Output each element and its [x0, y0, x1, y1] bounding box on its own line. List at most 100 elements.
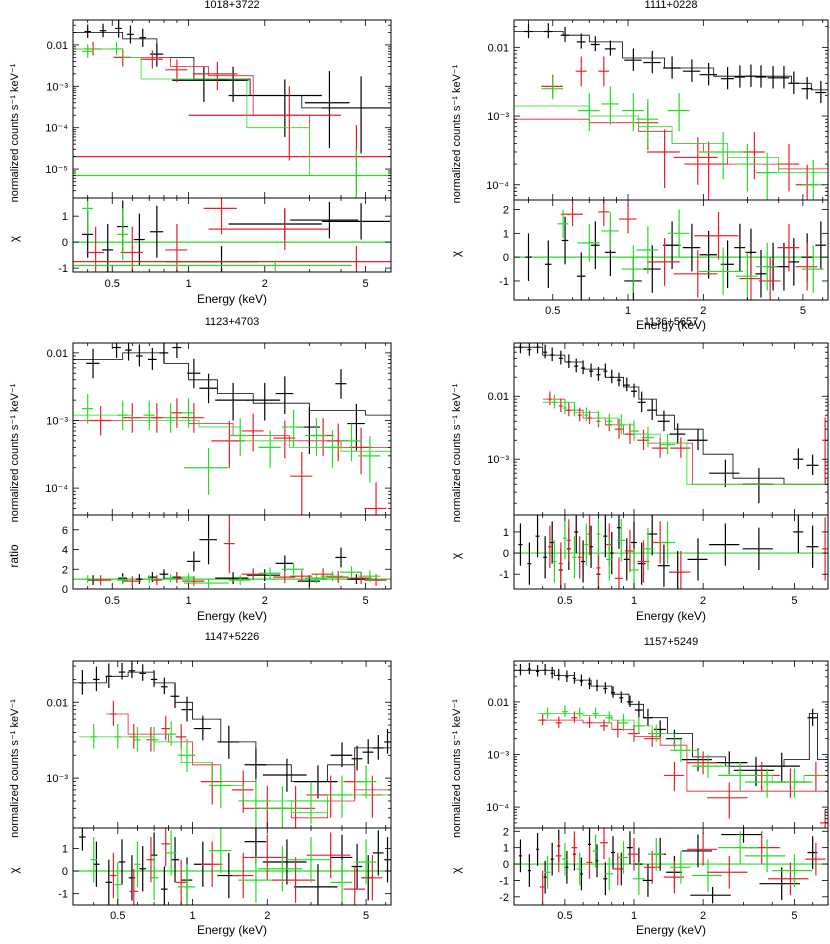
- residual-series-green: [557, 209, 824, 300]
- residual-point-black: [347, 574, 365, 585]
- residual-point-red: [182, 576, 205, 587]
- residual-point-green: [181, 573, 195, 582]
- residual-point-red: [243, 834, 287, 881]
- data-point-red: [822, 417, 828, 485]
- residual-point-red: [223, 515, 235, 574]
- residual-point-green: [258, 567, 281, 580]
- data-point-black: [215, 66, 249, 102]
- data-point-black: [557, 669, 561, 681]
- residual-point-red: [707, 855, 748, 889]
- residual-point-red: [566, 519, 571, 562]
- data-point-green: [258, 430, 281, 468]
- data-point-green: [164, 403, 176, 433]
- y-axis-label: normalized counts s⁻¹ keV⁻¹: [451, 699, 463, 838]
- residual-point-green: [228, 575, 251, 586]
- residual-tick-label: 2: [503, 826, 509, 838]
- y-tick-label: 10⁻³: [487, 111, 509, 123]
- data-point-black: [125, 343, 132, 361]
- panel-title: 1018+3722: [204, 0, 259, 11]
- data-point-green: [286, 781, 331, 824]
- data-point-black: [634, 701, 643, 719]
- data-point-black: [623, 377, 630, 392]
- data-point-black: [630, 383, 637, 398]
- residual-point-green: [576, 852, 583, 886]
- data-point-black: [84, 24, 91, 38]
- residual-series-red: [89, 515, 387, 587]
- residual-point-red: [577, 536, 582, 579]
- residual-point-black: [275, 555, 294, 572]
- residual-point-black: [815, 221, 827, 270]
- data-point-black: [351, 745, 363, 771]
- residual-point-green: [165, 830, 177, 876]
- data-point-green: [134, 726, 141, 752]
- y-tick-label: 10⁻³: [46, 415, 68, 427]
- y-axis-lower: -1 0 1 2 χ: [449, 205, 828, 288]
- residual-point-red: [203, 198, 237, 235]
- data-point-black: [619, 691, 624, 703]
- spectrum-panel-2: 1111+0228 0.5 1 2 5 Energy (keV) 0.01 10⁻³ 10⁻⁴ n…: [449, 0, 829, 332]
- data-point-black: [115, 20, 122, 38]
- data-point-red: [571, 711, 578, 723]
- series-black: [514, 343, 828, 504]
- lower-panel-frame: [72, 197, 392, 273]
- upper-panel-frame: [513, 342, 829, 516]
- data-point-black: [720, 66, 734, 90]
- data-point-black: [170, 683, 180, 709]
- residual-point-black: [262, 839, 307, 885]
- spectrum-panel-5: 1147+5226 0.5 1 2 5 Energy (keV) 0.01 10⁻³ norma…: [7, 631, 392, 937]
- data-point-red: [192, 61, 238, 91]
- x-tick-label: 0.5: [105, 595, 120, 607]
- data-point-black: [558, 350, 563, 365]
- series-black: [73, 343, 391, 454]
- residual-point-black: [118, 839, 126, 885]
- data-point-black: [759, 752, 800, 782]
- residual-point-green: [544, 855, 551, 889]
- data-point-green: [258, 786, 303, 828]
- residual-point-black: [550, 521, 555, 564]
- data-point-red: [161, 715, 170, 741]
- data-point-black: [518, 343, 523, 354]
- residual-series-black: [518, 515, 819, 589]
- x-tick-label: 1: [185, 595, 191, 607]
- residual-point-red: [306, 832, 351, 878]
- residual-axis-label: χ: [7, 867, 21, 874]
- residual-point-red: [165, 223, 188, 272]
- data-point-black: [527, 343, 532, 356]
- data-point-black: [150, 670, 158, 687]
- data-point-green: [698, 131, 743, 180]
- data-point-red: [819, 809, 828, 828]
- data-point-green: [178, 738, 196, 773]
- model-step-black: [514, 669, 828, 767]
- residual-tick-label: -1: [58, 889, 68, 901]
- data-point-green: [117, 400, 129, 431]
- data-point-black: [616, 372, 621, 387]
- series-black: [73, 20, 391, 154]
- data-point-green: [552, 394, 557, 409]
- series-green: [514, 77, 828, 200]
- residual-axis-label: χ: [449, 867, 463, 874]
- model-step-red: [537, 719, 828, 792]
- upper-panel-frame: [72, 19, 392, 199]
- data-point-red: [171, 398, 183, 428]
- y-axis-upper: 0.01 10⁻³ 10⁻⁴ normalized counts s⁻¹ keV⁻¹: [451, 26, 828, 203]
- residual-point-green: [117, 576, 129, 585]
- residual-point-black: [709, 523, 740, 566]
- data-point-green: [114, 723, 121, 749]
- data-point-red: [140, 50, 163, 69]
- data-point-black: [127, 25, 134, 44]
- data-point-red: [165, 59, 188, 83]
- x-tick-label: 5: [791, 595, 797, 607]
- y-tick-label: 10⁻⁴: [45, 483, 68, 495]
- residual-point-red: [571, 831, 578, 865]
- residual-point-red: [326, 571, 349, 584]
- data-point-black: [589, 363, 594, 378]
- spectrum-panel-4: 1136+5657 0.5 1 2 5 Energy (keV) 0.01 10⁻³ norma…: [449, 316, 829, 623]
- panel-title: 1157+5249: [644, 636, 699, 648]
- data-point-red: [742, 131, 765, 180]
- data-point-black: [262, 758, 307, 792]
- upper-panel-plot: [73, 661, 391, 828]
- residual-point-black: [290, 201, 359, 239]
- residual-point-red: [586, 846, 593, 879]
- residual-point-red: [822, 517, 828, 581]
